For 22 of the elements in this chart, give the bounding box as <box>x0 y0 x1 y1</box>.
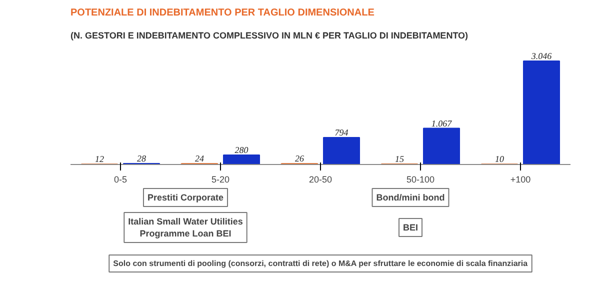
x-tick-label: 50-100 <box>406 174 435 184</box>
data-label: 794 <box>334 128 349 138</box>
x-tick-label: +100 <box>510 174 531 184</box>
data-label: 280 <box>234 144 249 155</box>
data-label: 15 <box>395 154 404 164</box>
text: BEI <box>403 222 418 232</box>
data-label: 24 <box>195 154 204 164</box>
chart-title: POTENZIALE DI INDEBITAMENTO PER TAGLIO DIMENSIONALE <box>70 8 375 18</box>
x-tick-label: 0-5 <box>114 174 128 184</box>
data-label: 1.067 <box>431 118 452 128</box>
text: Solo con strumenti di pooling (consorzi, contratti di rete) o M&A per sfruttare le economie di scala finanziaria <box>113 259 528 268</box>
data-label: 10 <box>495 154 504 164</box>
data-label: 12 <box>95 154 104 164</box>
text: Prestiti Corporate <box>147 192 224 202</box>
text: Bond/mini bond <box>376 192 445 202</box>
x-tick-label: 5-20 <box>211 174 230 184</box>
chart-subtitle: (N. GESTORI E INDEBITAMENTO COMPLESSIVO IN MLN € PER TAGLIO DI INDEBITAMENTO) <box>70 30 468 40</box>
text: Italian Small Water Utilities Programme Loan BEI <box>128 216 243 238</box>
data-label: 26 <box>295 154 304 164</box>
data-label: 28 <box>137 154 146 164</box>
x-tick-label: 20-50 <box>308 174 332 184</box>
data-label: 3.046 <box>530 51 552 62</box>
